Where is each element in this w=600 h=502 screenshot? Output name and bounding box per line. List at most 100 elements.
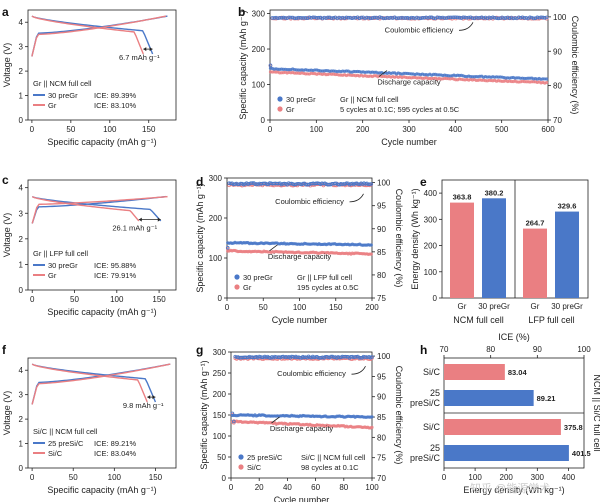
legend-marker xyxy=(234,284,240,290)
ce-point-30 preGr xyxy=(374,15,378,20)
ce-point-30 preGr xyxy=(485,16,490,21)
ce-point-30 preGr xyxy=(368,16,373,21)
ce-point-30 preGr xyxy=(333,15,338,20)
ce-point-30 preGr xyxy=(539,15,543,20)
legend-name: Gr xyxy=(48,101,57,110)
y2-axis-label: Coulombic efficiency (%) xyxy=(394,189,404,288)
arrow-head xyxy=(147,395,151,400)
x-tick-label: 150 xyxy=(149,473,163,482)
panel-f: f 0 50 100 150 0 1 2 3 4 Specific capacity (mAh g⁻… xyxy=(2,343,177,495)
legend-name: 25 preSi/C xyxy=(247,453,283,462)
ce-point-30 preGr xyxy=(344,181,349,186)
y2-tick-label: 75 xyxy=(377,294,386,303)
capacity-point-30 preGr xyxy=(369,243,373,247)
panel-g: g 0 20 40 60 80 100 0 50 100 150 200 250 300 70 75 80 85 9… xyxy=(196,343,404,502)
ce-point-30 preGr xyxy=(418,16,423,21)
y2-tick-label: 85 xyxy=(377,413,386,422)
ce-point-30 preGr xyxy=(327,15,332,20)
x-axis-label: Energy density (Wh kg⁻¹) xyxy=(463,485,564,495)
y-axis-label: Voltage (V) xyxy=(2,391,12,436)
x-tick-label: 200 xyxy=(365,303,379,312)
x-tick-label: 40 xyxy=(283,483,292,492)
ce-point-30 preGr xyxy=(541,15,545,20)
x-tick-label: 150 xyxy=(152,295,166,304)
ce-point-30 preGr xyxy=(533,16,538,20)
panel-letter: d xyxy=(196,175,203,189)
arrow-head xyxy=(152,395,156,400)
ce-point-30 preGr xyxy=(302,16,306,20)
ce-point-30 preGr xyxy=(424,15,428,20)
ce-point-30 preGr xyxy=(365,15,369,20)
y-tick-label: 0 xyxy=(19,116,24,125)
y-tick-label: 100 xyxy=(424,268,438,277)
x-tick-label: 0 xyxy=(30,125,35,134)
ce-point-30 preGr xyxy=(537,15,541,20)
ce-point-30 preGr xyxy=(498,16,503,21)
ce-point-30 preGr xyxy=(294,16,299,21)
x-tick-label: 100 xyxy=(108,473,122,482)
ce-point-30 preGr xyxy=(342,16,347,20)
legend-name: Gr xyxy=(286,105,295,114)
capacity-point-30 preGr xyxy=(545,77,549,81)
y2-tick-label: 70 xyxy=(553,116,562,125)
ce-point-30 preGr xyxy=(444,16,449,20)
charge-curve-Si/C xyxy=(31,363,171,405)
panel-e: e 0 100 200 300 400 Energy density (Wh kg⁻¹) 36… xyxy=(410,175,589,325)
y-tick-label: 4 xyxy=(19,366,24,375)
discharge-curve-Gr xyxy=(31,15,144,55)
ce-arrow xyxy=(458,22,474,31)
bar xyxy=(444,445,569,461)
y2-tick-label: 80 xyxy=(553,82,562,91)
legend-marker xyxy=(234,274,240,280)
capacity-arrow xyxy=(271,416,280,424)
ce-point-30 preGr xyxy=(466,15,471,20)
ce-point-30 preGr xyxy=(285,16,289,20)
ce-point-30 preGr xyxy=(472,16,477,21)
y-tick-label: 4 xyxy=(19,184,24,193)
ce-point-30 preGr xyxy=(478,15,482,20)
ce-point-Gr xyxy=(487,16,491,21)
bottom-tick-label: 200 xyxy=(500,473,514,482)
ce-point-30 preGr xyxy=(411,16,415,20)
y-tick-label: 4 xyxy=(19,18,24,27)
y-axis-label: Voltage (V) xyxy=(2,43,12,88)
ce-point-30 preGr xyxy=(350,16,354,21)
ce-point-30 preGr xyxy=(446,15,451,20)
ce-point-30 preGr xyxy=(426,16,430,20)
arrow-head xyxy=(149,47,153,52)
x-tick-label: 50 xyxy=(66,125,75,134)
ce-point-25 preSi/C xyxy=(370,355,374,359)
ce-point-30 preGr xyxy=(290,15,295,20)
x-axis-label: Specific capacity (mAh g⁻¹) xyxy=(47,137,156,147)
legend-name: Gr xyxy=(48,271,57,280)
y-tick-label: 0 xyxy=(433,294,438,303)
cell-label: Si/C || NCM full cell xyxy=(33,427,98,436)
y-tick-label: 200 xyxy=(209,214,223,223)
x-tick-label: 150 xyxy=(142,125,156,134)
panel-b: b0 100 200 300 400 500 6000100200300708090100C… xyxy=(238,5,580,147)
y-axis-label: Voltage (V) xyxy=(2,213,12,258)
x-tick-label: 300 xyxy=(402,125,416,134)
ce-point-30 preGr xyxy=(442,16,447,20)
category-label: preSi/C xyxy=(410,398,441,408)
x-axis-label: Cycle number xyxy=(274,495,330,502)
capacity-arrow xyxy=(269,244,278,252)
ce-point-30 preGr xyxy=(383,16,388,21)
ce-point-30 preGr xyxy=(282,181,287,186)
y2-tick-label: 85 xyxy=(377,248,386,257)
group-label: NCM full cell xyxy=(453,315,504,325)
ce-point-30 preGr xyxy=(441,15,445,20)
x-tick-label: 0 xyxy=(229,483,234,492)
ce-point-30 preGr xyxy=(483,15,488,20)
y-tick-label: 3 xyxy=(19,391,24,400)
y-tick-label: 0 xyxy=(218,294,223,303)
y2-tick-label: 95 xyxy=(377,202,386,211)
ce-point-30 preGr xyxy=(376,16,380,20)
panel-h: h ICE (%) 70 80 90 100 0 100 200 300 400 Energy den… xyxy=(410,332,600,495)
ce-point-30 preGr xyxy=(272,16,276,20)
ce-point-30 preGr xyxy=(518,15,523,20)
ce-point-30 preGr xyxy=(369,182,374,186)
legend-name: Gr xyxy=(243,283,252,292)
bar-value-label: 264.7 xyxy=(526,219,545,228)
x-axis-label: Specific capacity (mAh g⁻¹) xyxy=(47,485,156,495)
